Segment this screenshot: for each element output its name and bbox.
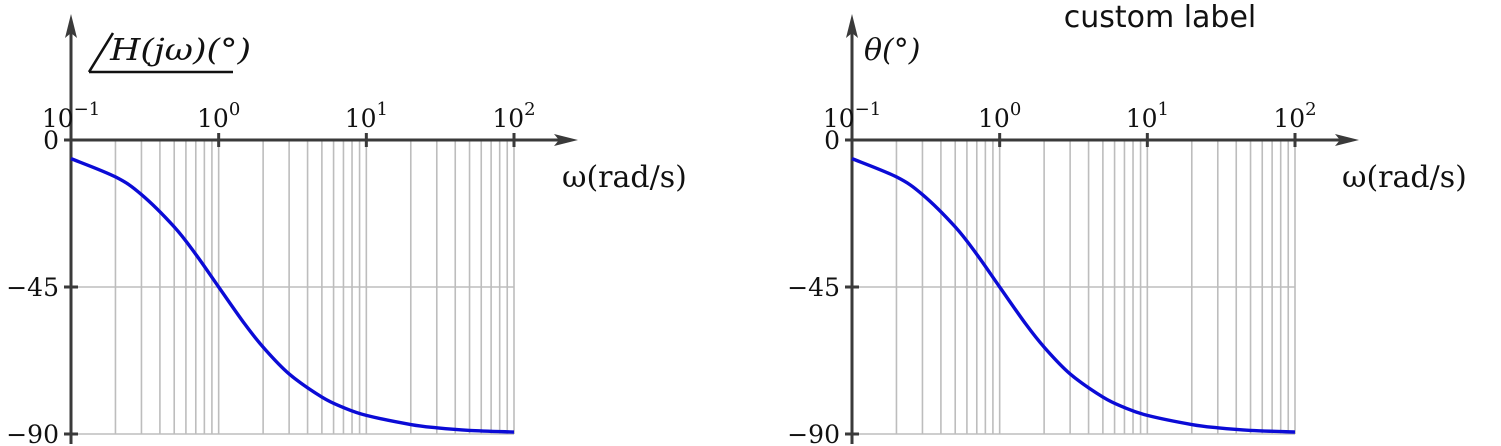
phase-plot-left: 10−1 100 101 102 0 −45 −90 ω(rad/s) ∠ H(jω)(°) (6, 14, 687, 446)
grid (70, 140, 515, 435)
x-axis-label: ω(rad/s) (1342, 160, 1467, 195)
phase-plot-right: 10−1 100 101 102 0 −45 −90 ω(rad/s) θ(°) custom l… (787, 0, 1467, 446)
x-tick-label: 101 (1126, 99, 1169, 133)
y-axis-label: ∠ H(jω)(°) (81, 33, 251, 68)
y-axis-arrowhead (65, 14, 77, 38)
y-tick-label: 0 (824, 126, 840, 155)
angle-symbol-icon (87, 32, 233, 74)
y-tick-label: −90 (787, 420, 840, 446)
x-tick-label: 101 (345, 99, 388, 133)
y-axis-arrowhead (846, 14, 858, 38)
chart-title: custom label (1064, 0, 1257, 35)
x-tick-label: 100 (197, 99, 240, 133)
x-tick-label: 102 (1273, 99, 1316, 133)
y-axis-label: θ(°) (864, 33, 920, 68)
phase-curve-series (851, 157, 1296, 434)
x-tick-label: 100 (978, 99, 1021, 133)
phase-curve-series (70, 157, 515, 434)
grid (851, 140, 1296, 435)
x-axis-arrowhead (1335, 134, 1359, 146)
y-tick-label: −45 (787, 273, 840, 302)
x-axis-arrowhead (554, 134, 578, 146)
x-axis-label: ω(rad/s) (562, 160, 687, 195)
x-tick-label: 10−1 (42, 99, 100, 133)
y-tick-label: −45 (6, 273, 59, 302)
x-tick-label: 102 (492, 99, 535, 133)
y-tick-label: 0 (43, 126, 59, 155)
x-tick-label: 10−1 (823, 99, 881, 133)
y-tick-label: −90 (6, 420, 59, 446)
